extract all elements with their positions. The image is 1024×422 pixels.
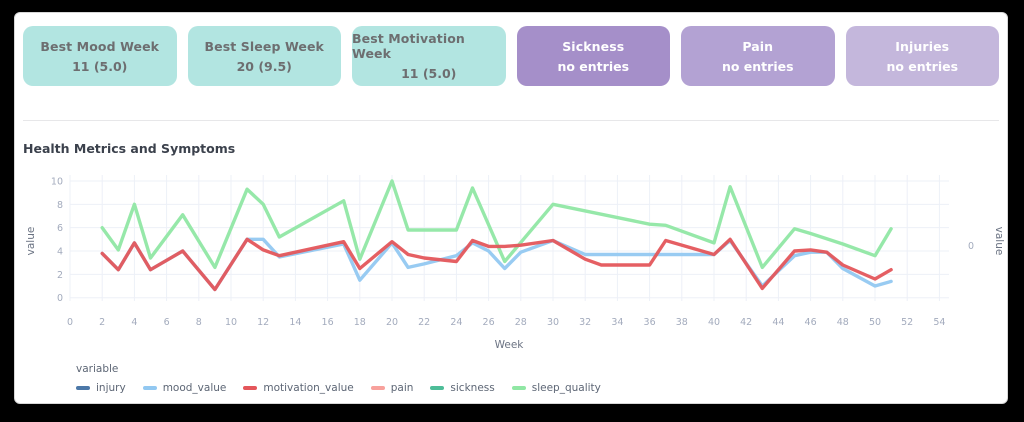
- legend-label: injury: [96, 382, 126, 394]
- pain-card: Pain no entries: [681, 26, 835, 86]
- best-motivation-week-card: Best Motivation Week 11 (5.0): [352, 26, 506, 86]
- legend-swatch-sleep_quality: [511, 386, 526, 390]
- x-tick-label: 6: [164, 317, 170, 328]
- x-tick-label: 4: [131, 317, 137, 328]
- y-tick-label: 8: [57, 200, 63, 211]
- legend-items: injury mood_value motivation_value pain sick…: [76, 382, 601, 394]
- legend-swatch-motivation_value: [243, 386, 258, 390]
- y-axis-title-left: value: [25, 227, 37, 256]
- stat-cards-row: Best Mood Week 11 (5.0) Best Sleep Week …: [23, 26, 999, 86]
- chart-legend: variable injury mood_value motivation_valu…: [76, 363, 601, 394]
- best-sleep-week-card: Best Sleep Week 20 (9.5): [187, 26, 341, 86]
- x-tick-label: 42: [740, 317, 752, 328]
- x-tick-label: 30: [547, 317, 559, 328]
- x-tick-label: 54: [933, 317, 945, 328]
- card-value: 20 (9.5): [236, 58, 292, 74]
- card-title: Pain: [742, 38, 774, 54]
- y-tick-label: 6: [57, 223, 63, 234]
- x-tick-label: 32: [579, 317, 591, 328]
- x-tick-label: 12: [257, 317, 269, 328]
- legend-label: motivation_value: [263, 382, 354, 394]
- x-tick-label: 16: [322, 317, 334, 328]
- card-value: no entries: [886, 58, 959, 74]
- legend-swatch-mood_value: [142, 386, 157, 390]
- card-value: 11 (5.0): [401, 66, 457, 81]
- x-axis-title: Week: [495, 339, 525, 351]
- legend-swatch-injury: [76, 386, 90, 390]
- x-tick-label: 26: [483, 317, 495, 328]
- chart-title: Health Metrics and Symptoms: [23, 141, 236, 156]
- series-line-sleep_quality[interactable]: [100, 179, 893, 270]
- legend-title: variable: [76, 363, 119, 375]
- card-title: Best Motivation Week: [352, 31, 465, 61]
- legend-label: mood_value: [162, 382, 227, 394]
- legend-item-sleep_quality[interactable]: sleep_quality: [511, 382, 601, 394]
- x-tick-label: 52: [901, 317, 913, 328]
- x-tick-label: 28: [515, 317, 527, 328]
- card-value: 11 (5.0): [72, 58, 128, 74]
- y-tick-label: 10: [51, 177, 63, 188]
- legend-item-motivation_value[interactable]: motivation_value: [243, 382, 354, 394]
- x-tick-label: 40: [708, 317, 720, 328]
- legend-item-pain[interactable]: pain: [370, 382, 414, 394]
- card-title: Best Mood Week: [40, 38, 160, 54]
- legend-label: sickness: [450, 382, 495, 394]
- section-divider: [23, 120, 999, 121]
- legend-label: sleep_quality: [531, 382, 601, 394]
- x-tick-label: 22: [418, 317, 430, 328]
- card-title: Sickness: [562, 38, 625, 54]
- injuries-card: Injuries no entries: [845, 26, 999, 86]
- x-tick-label: 46: [805, 317, 817, 328]
- x-tick-label: 20: [386, 317, 398, 328]
- dashboard-panel: Best Mood Week 11 (5.0) Best Sleep Week …: [14, 12, 1008, 404]
- y-tick-label: 4: [57, 247, 63, 258]
- x-tick-label: 48: [837, 317, 849, 328]
- legend-swatch-pain: [370, 386, 385, 390]
- x-tick-label: 38: [676, 317, 688, 328]
- x-tick-label: 14: [289, 317, 301, 328]
- x-tick-label: 36: [644, 317, 656, 328]
- x-tick-label: 34: [611, 317, 623, 328]
- legend-swatch-sickness: [430, 386, 445, 390]
- health-metrics-line-chart[interactable]: 0 2 4 6 8 10 12 14 16 18 20 22 24 26 28 30 32 34 36 38 40 42 4…: [15, 13, 1008, 404]
- card-title: Injuries: [895, 38, 950, 54]
- x-tick-label: 44: [772, 317, 784, 328]
- x-tick-label: 10: [225, 317, 237, 328]
- card-title: Best Sleep Week: [204, 38, 324, 54]
- legend-item-sickness[interactable]: sickness: [430, 382, 495, 394]
- legend-item-mood_value[interactable]: mood_value: [142, 382, 227, 394]
- card-value: no entries: [721, 58, 794, 74]
- card-value: no entries: [557, 58, 630, 74]
- x-tick-label: 0: [67, 317, 73, 328]
- y-tick-label: 2: [57, 270, 63, 281]
- x-tick-label: 2: [99, 317, 105, 328]
- x-tick-label: 50: [869, 317, 881, 328]
- right-axis-tick: 0: [968, 241, 974, 252]
- y-axis-title-right: value: [993, 227, 1005, 256]
- y-tick-label: 0: [57, 293, 63, 304]
- legend-label: pain: [390, 382, 414, 394]
- x-tick-label: 24: [450, 317, 462, 328]
- legend-item-injury[interactable]: injury: [76, 382, 126, 394]
- x-tick-label: 8: [196, 317, 202, 328]
- sickness-card: Sickness no entries: [516, 26, 670, 86]
- x-tick-label: 18: [354, 317, 366, 328]
- series-line-motivation_value[interactable]: [100, 237, 893, 292]
- best-mood-week-card: Best Mood Week 11 (5.0): [23, 26, 177, 86]
